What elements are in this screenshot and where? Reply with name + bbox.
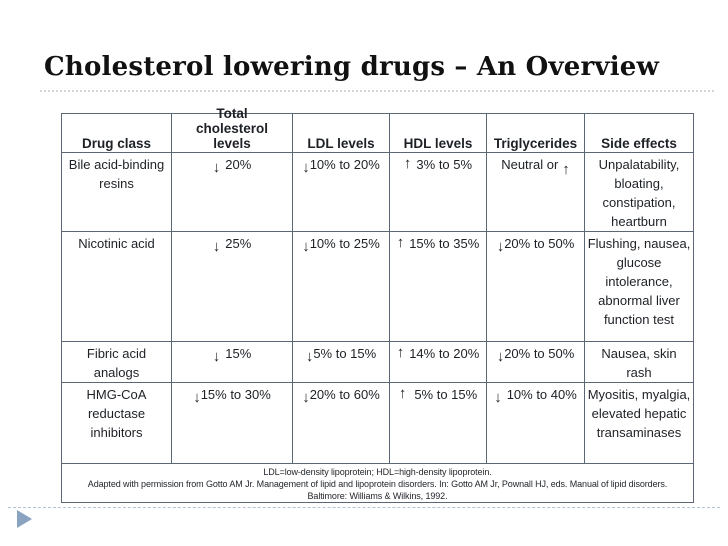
triglycerides-cell: ↓ 10% to 40%	[486, 382, 585, 464]
cell-value: 25%	[225, 236, 252, 251]
column-header-ldl: LDL levels	[292, 113, 390, 153]
footnote-cell: LDL=low-density lipoprotein; HDL=high-de…	[61, 463, 694, 503]
column-header-triglycerides: Triglycerides	[486, 113, 585, 153]
table-row: Bile acid-binding resins ↓ 20% ↓10% to 20…	[61, 152, 694, 232]
side-effects-cell: Unpalatability, bloating, constipation, …	[584, 152, 694, 232]
ldl-cell: ↓20% to 60%	[292, 382, 390, 464]
bottom-dashed-rule	[8, 507, 720, 508]
footnote-line: LDL=low-density lipoprotein; HDL=high-de…	[263, 467, 492, 477]
cell-value: 10% to 25%	[309, 236, 380, 251]
total-cholesterol-cell: ↓ 20%	[171, 152, 293, 232]
next-slide-triangle-icon	[17, 510, 32, 528]
table-row: Nicotinic acid ↓ 25% ↓10% to 25% ↑ 15% to …	[61, 231, 694, 342]
column-header-label: Drug class	[81, 136, 152, 151]
column-header-label: Total cholesterol levels	[195, 106, 269, 151]
down-arrow-icon: ↓	[302, 159, 310, 176]
triglycerides-cell: Neutral or ↑	[486, 152, 585, 232]
column-header-label: Side effects	[601, 136, 677, 151]
down-arrow-icon: ↓	[494, 389, 502, 406]
hdl-cell: ↑ 5% to 15%	[389, 382, 487, 464]
total-cholesterol-cell: ↓15% to 30%	[171, 382, 293, 464]
footnote-line: Baltimore: Williams & Wilkins, 1992.	[307, 491, 448, 501]
column-header-label: LDL levels	[307, 136, 375, 151]
drug-class-cell: Bile acid-binding resins	[61, 152, 172, 232]
column-header-label: HDL levels	[403, 136, 473, 151]
down-arrow-icon: ↓	[496, 348, 505, 365]
column-header-total-cholesterol: Total cholesterol levels	[171, 106, 293, 153]
column-header-hdl: HDL levels	[389, 113, 487, 153]
down-arrow-icon: ↓	[212, 159, 221, 176]
up-arrow-icon: ↑	[396, 234, 405, 251]
up-arrow-icon: ↑	[403, 155, 412, 172]
total-cholesterol-cell: ↓ 25%	[171, 231, 293, 342]
triglycerides-cell: ↓20% to 50%	[486, 231, 585, 342]
down-arrow-icon: ↓	[496, 238, 505, 255]
footnote-row: LDL=low-density lipoprotein; HDL=high-de…	[61, 463, 694, 503]
page-title: Cholesterol lowering drugs – An Overview	[44, 52, 660, 82]
cell-value: 20% to 50%	[504, 236, 575, 251]
table-row: Fibric acid analogs ↓ 15% ↓5% to 15% ↑ 14%…	[61, 341, 694, 383]
side-effects-cell: Myositis, myalgia, elevated hepatic tran…	[584, 382, 694, 464]
table-row: HMG-CoA reductase inhibitors ↓15% to 30%…	[61, 382, 694, 464]
header-row: Drug class Total cholesterol levels LDL …	[61, 106, 694, 153]
hdl-cell: ↑ 14% to 20%	[389, 341, 487, 383]
down-arrow-icon: ↓	[212, 348, 221, 365]
side-effects-cell: Flushing, nausea, glucose intolerance, a…	[584, 231, 694, 342]
down-arrow-icon: ↓	[305, 348, 314, 365]
cell-value: Neutral or	[501, 157, 559, 172]
cell-value: 5% to 15%	[313, 346, 377, 361]
up-arrow-icon: ↑	[398, 385, 407, 402]
ldl-cell: ↓10% to 20%	[292, 152, 390, 232]
ldl-cell: ↓10% to 25%	[292, 231, 390, 342]
down-arrow-icon: ↓	[212, 238, 221, 255]
cell-value: 15%	[225, 346, 252, 361]
column-header-label: Triglycerides	[493, 136, 578, 151]
cell-value: 10% to 40%	[506, 387, 577, 402]
footnote-line: Adapted with permission from Gotto AM Jr…	[87, 479, 668, 489]
title-dotted-rule	[40, 90, 714, 92]
triglycerides-cell: ↓20% to 50%	[486, 341, 585, 383]
cell-value: 20% to 60%	[309, 387, 380, 402]
hdl-cell: ↑ 15% to 35%	[389, 231, 487, 342]
cell-value: 20% to 50%	[504, 346, 575, 361]
drug-class-cell: Fibric acid analogs	[61, 341, 172, 383]
drug-class-cell: Nicotinic acid	[61, 231, 172, 342]
ldl-cell: ↓5% to 15%	[292, 341, 390, 383]
cell-value: 10% to 20%	[309, 157, 380, 172]
cell-value: 15% to 35%	[409, 236, 480, 251]
down-arrow-icon: ↓	[302, 389, 310, 406]
hdl-cell: ↑ 3% to 5%	[389, 152, 487, 232]
up-arrow-icon: ↑	[396, 344, 405, 361]
up-arrow-icon: ↑	[562, 161, 570, 178]
cell-value: 3% to 5%	[416, 157, 473, 172]
down-arrow-icon: ↓	[193, 389, 201, 406]
drug-comparison-table: Drug class Total cholesterol levels LDL …	[61, 106, 694, 503]
cell-value: 20%	[225, 157, 252, 172]
total-cholesterol-cell: ↓ 15%	[171, 341, 293, 383]
column-header-side-effects: Side effects	[584, 113, 694, 153]
column-header-drug-class: Drug class	[61, 113, 172, 153]
cell-value: 5% to 15%	[414, 387, 478, 402]
cell-value: 15% to 30%	[200, 387, 271, 402]
down-arrow-icon: ↓	[302, 238, 310, 255]
cell-value: 14% to 20%	[409, 346, 480, 361]
drug-class-cell: HMG-CoA reductase inhibitors	[61, 382, 172, 464]
side-effects-cell: Nausea, skin rash	[584, 341, 694, 383]
